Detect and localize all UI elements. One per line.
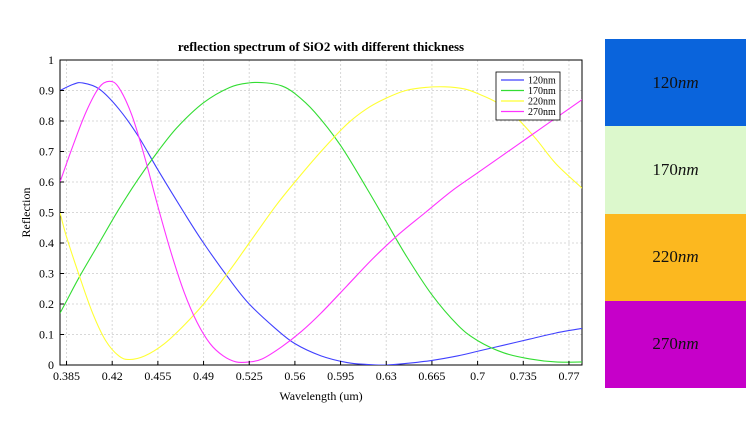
swatch-value: 170: [652, 159, 678, 179]
legend-label-220nm: 220nm: [528, 97, 556, 108]
x-tick-label: 0.665: [418, 369, 445, 383]
swatch-value: 220: [652, 247, 678, 267]
swatch-270nm: 270 nm: [605, 300, 746, 388]
swatch-value: 120: [652, 72, 678, 92]
y-tick-label: 0.3: [39, 267, 54, 281]
x-tick-label: 0.385: [53, 369, 80, 383]
x-axis-title: Wavelength (um): [279, 389, 362, 403]
y-tick-label: 0.9: [39, 84, 54, 98]
x-tick-label: 0.77: [558, 369, 579, 383]
y-tick-label: 0.2: [39, 297, 54, 311]
x-tick-label: 0.49: [193, 369, 214, 383]
series-line-120nm: [60, 82, 582, 365]
y-tick-label: 1: [48, 53, 54, 67]
y-tick-label: 0.6: [39, 175, 54, 189]
x-tick-label: 0.56: [284, 369, 305, 383]
y-tick-label: 0: [48, 358, 54, 372]
axis-ticks: 0.385 0.42 0.455 0.49 0.525 0.56 0.595 0.63 0.66…: [39, 53, 579, 383]
y-tick-label: 0.7: [39, 145, 54, 159]
swatch-120nm: 120 nm: [605, 39, 746, 127]
series-line-270nm: [60, 80, 582, 364]
x-tick-label: 0.595: [327, 369, 354, 383]
x-tick-label: 0.735: [510, 369, 537, 383]
x-tick-label: 0.63: [376, 369, 397, 383]
legend-label-270nm: 270nm: [528, 107, 556, 118]
swatch-unit: nm: [677, 159, 699, 179]
x-tick-label: 0.7: [470, 369, 485, 383]
legend-label-170nm: 170nm: [528, 86, 556, 97]
x-tick-label: 0.525: [236, 369, 263, 383]
y-axis-title: Reflection: [19, 188, 33, 238]
chart-title: reflection spectrum of SiO2 with differe…: [178, 39, 464, 54]
y-tick-label: 0.8: [39, 114, 54, 128]
y-tick-label: 0.1: [39, 328, 54, 342]
swatch-170nm: 170 nm: [605, 126, 746, 214]
series-line-220nm: [60, 86, 582, 361]
x-tick-label: 0.455: [144, 369, 171, 383]
legend-label-120nm: 120nm: [528, 76, 556, 87]
grid-lines: [60, 59, 582, 366]
swatch-unit: nm: [677, 72, 699, 92]
y-tick-label: 0.4: [39, 236, 54, 250]
thickness-color-swatches: 120 nm 170 nm 220 nm 270 nm: [605, 39, 746, 388]
swatch-value: 270: [652, 334, 678, 354]
y-tick-label: 0.5: [39, 206, 54, 220]
swatch-unit: nm: [677, 247, 699, 267]
series-line-170nm: [60, 81, 582, 363]
series-lines: [60, 80, 582, 365]
swatch-220nm: 220 nm: [605, 213, 746, 301]
x-tick-label: 0.42: [102, 369, 123, 383]
swatch-unit: nm: [677, 334, 699, 354]
